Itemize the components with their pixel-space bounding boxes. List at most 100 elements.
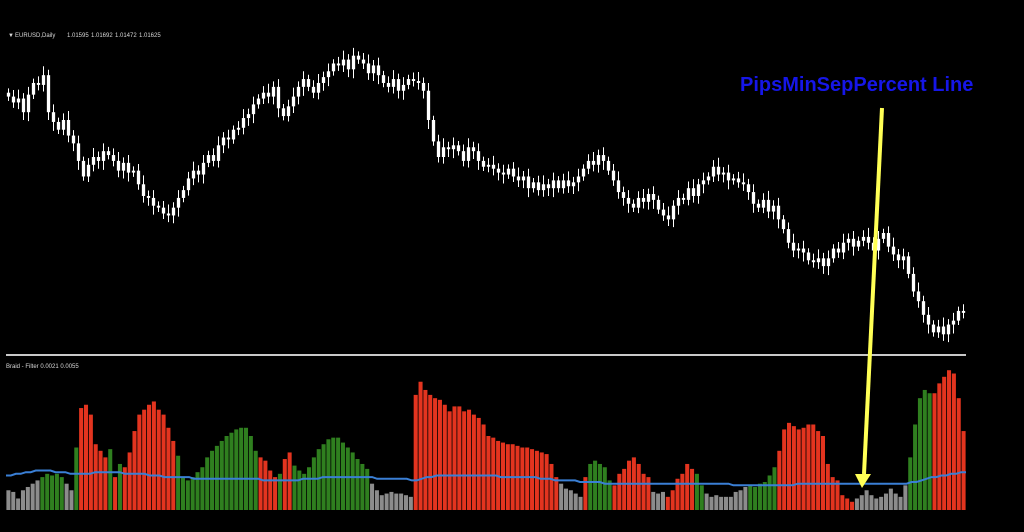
- candle: [681, 193, 686, 205]
- candle: [296, 81, 301, 105]
- ohlc-low: 1.01472: [115, 33, 137, 39]
- histogram-bar: [588, 463, 593, 510]
- histogram-bar: [350, 452, 355, 510]
- candle: [86, 158, 91, 182]
- annotation-label: PipsMinSepPercent Line: [740, 74, 974, 96]
- candle: [486, 158, 491, 173]
- candle: [636, 191, 641, 214]
- histogram-bar: [282, 459, 287, 510]
- candle: [831, 244, 836, 263]
- histogram-bar: [156, 409, 161, 510]
- histogram-bar: [854, 498, 859, 510]
- histogram-bar: [219, 440, 224, 510]
- histogram-bar: [142, 409, 147, 510]
- candle: [771, 200, 776, 220]
- histogram-bar: [869, 495, 874, 510]
- histogram-bar: [835, 480, 840, 510]
- candle: [51, 104, 56, 131]
- candle: [676, 190, 681, 215]
- histogram-bar: [787, 422, 792, 510]
- candle: [731, 174, 736, 185]
- candle: [431, 115, 436, 146]
- candle: [811, 253, 816, 268]
- histogram-bar: [530, 449, 535, 510]
- histogram-bar: [491, 437, 496, 510]
- candle: [736, 171, 741, 188]
- candle: [251, 96, 256, 124]
- histogram-bar: [408, 496, 413, 510]
- candle: [21, 93, 26, 120]
- candle: [741, 173, 746, 191]
- candle: [526, 168, 531, 198]
- histogram-bar: [937, 383, 942, 510]
- candle: [846, 233, 851, 251]
- histogram-bar: [622, 468, 627, 510]
- candle: [671, 200, 676, 228]
- candle: [776, 197, 781, 229]
- histogram-bar: [539, 452, 544, 510]
- candle: [71, 130, 76, 152]
- candle: [496, 163, 501, 181]
- candle: [946, 319, 951, 343]
- histogram-bar: [147, 404, 152, 510]
- ohlc-high: 1.01692: [91, 33, 113, 39]
- candle: [386, 76, 391, 93]
- histogram-bar: [457, 406, 462, 510]
- candle: [26, 86, 31, 122]
- candle: [81, 156, 86, 181]
- histogram-bar: [583, 477, 588, 510]
- histogram-bar: [685, 463, 690, 510]
- candle: [481, 156, 486, 172]
- candle: [156, 201, 161, 212]
- candle: [6, 88, 11, 101]
- histogram-bar: [796, 429, 801, 510]
- candle: [176, 190, 181, 217]
- candle: [196, 165, 201, 183]
- candle: [476, 143, 481, 170]
- candle: [191, 161, 196, 186]
- histogram-bar: [185, 480, 190, 510]
- candle: [301, 71, 306, 96]
- candle: [216, 136, 221, 168]
- candle: [666, 206, 671, 226]
- histogram-bar: [117, 463, 122, 510]
- candle: [951, 312, 956, 334]
- histogram-bar: [733, 491, 738, 510]
- histogram-bar: [64, 483, 69, 510]
- histogram-bar: [69, 490, 74, 510]
- histogram-bar: [180, 477, 185, 510]
- histogram-bar: [714, 495, 719, 510]
- candle: [566, 171, 571, 193]
- candle: [166, 204, 171, 223]
- candle: [211, 148, 216, 167]
- candle: [696, 178, 701, 204]
- candle: [551, 172, 556, 198]
- candle: [421, 77, 426, 99]
- histogram-bar: [864, 490, 869, 510]
- histogram-bar: [471, 414, 476, 510]
- candle: [891, 237, 896, 262]
- histogram-bar: [947, 370, 952, 510]
- histogram-bar: [699, 485, 704, 510]
- histogram-bar: [883, 493, 889, 510]
- histogram-bar: [738, 490, 743, 510]
- histogram-bar: [30, 483, 35, 510]
- candle: [46, 69, 51, 120]
- dropdown-icon[interactable]: ▼: [8, 33, 14, 39]
- candle: [511, 162, 516, 182]
- candle: [491, 155, 496, 176]
- candle: [941, 317, 946, 341]
- histogram-bar: [292, 465, 297, 510]
- histogram-bar: [229, 432, 234, 510]
- candle: [521, 171, 526, 189]
- histogram-bar: [447, 411, 452, 510]
- histogram-bar: [573, 493, 578, 510]
- candle: [221, 132, 226, 154]
- histogram-bar: [25, 486, 30, 510]
- ohlc-open: 1.01595: [67, 33, 89, 39]
- candle: [561, 173, 566, 194]
- candle: [691, 179, 696, 203]
- histogram-bar: [277, 473, 282, 510]
- histogram-bar: [394, 493, 399, 510]
- candle: [61, 113, 66, 136]
